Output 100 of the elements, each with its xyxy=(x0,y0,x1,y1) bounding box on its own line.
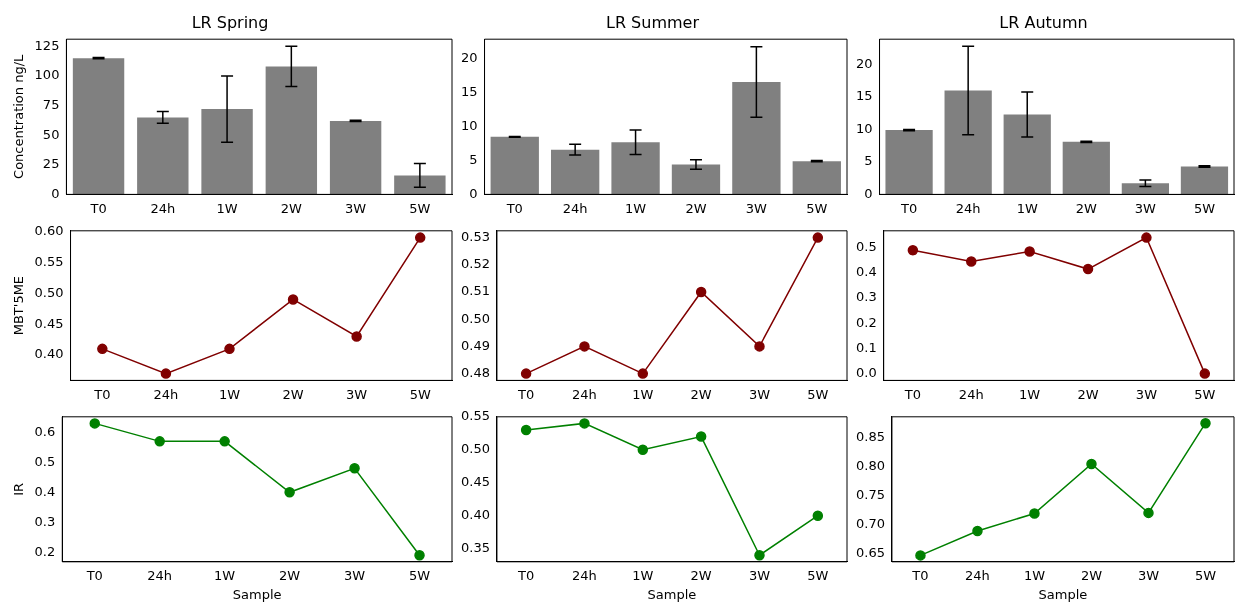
y-tick-label: 0.49 xyxy=(460,337,490,353)
y-tick-label: 0.6 xyxy=(34,423,56,439)
x-tick-label: T0 xyxy=(505,200,523,216)
point xyxy=(907,244,919,256)
point xyxy=(637,368,649,379)
y-tick-label: 125 xyxy=(34,37,60,53)
y-tick-label: 0.1 xyxy=(855,339,877,355)
point xyxy=(520,424,532,436)
x-tick-label: 5W xyxy=(409,200,431,216)
x-tick-label: T0 xyxy=(93,386,111,402)
point xyxy=(1143,507,1154,519)
y-tick-label: 0.5 xyxy=(855,239,877,255)
bar xyxy=(394,175,446,195)
point xyxy=(284,487,295,498)
y-tick-label: 0.0 xyxy=(855,364,877,380)
x-tick-label: 3W xyxy=(344,567,366,583)
bar xyxy=(490,136,539,195)
x-tick-label: 3W xyxy=(1135,386,1158,402)
x-tick-label: 1W xyxy=(218,386,241,402)
x-tick-label: 2W xyxy=(279,567,301,583)
x-tick-label: 2W xyxy=(1075,200,1098,216)
point xyxy=(287,294,299,305)
y-tick-label: 10 xyxy=(461,118,478,133)
y-tick-label: 0.75 xyxy=(855,486,885,502)
bar xyxy=(201,109,253,195)
x-tick-label: 1W xyxy=(1019,386,1041,402)
x-tick-label: 24h xyxy=(958,386,984,402)
x-tick-label: 5W xyxy=(807,567,829,583)
x-tick-label: 24h xyxy=(147,567,173,583)
x-tick-label: T0 xyxy=(517,386,535,402)
bar xyxy=(329,120,382,195)
y-tick-label: 0.4 xyxy=(855,264,877,280)
point xyxy=(695,431,707,442)
y-tick-label: 0.48 xyxy=(460,364,490,380)
y-tick-label: 0.65 xyxy=(855,545,885,561)
x-tick-label: 1W xyxy=(1023,567,1046,583)
bar xyxy=(611,142,660,195)
x-tick-label: 1W xyxy=(632,386,654,402)
y-tick-label: 0.51 xyxy=(460,283,490,299)
x-tick-label: 1W xyxy=(216,200,238,216)
y-tick-label: 5 xyxy=(469,151,478,167)
point xyxy=(812,232,824,243)
x-tick-label: 5W xyxy=(806,200,828,216)
x-tick-label: T0 xyxy=(89,200,107,216)
point xyxy=(812,510,824,521)
x-tick-label: 2W xyxy=(690,386,712,402)
bar xyxy=(671,164,721,195)
y-tick-label: 25 xyxy=(42,156,60,172)
x-axis-title: Sample xyxy=(1038,586,1088,602)
bar xyxy=(885,130,933,195)
y-axis-title: IR xyxy=(11,482,27,496)
x-tick-label: 5W xyxy=(1194,386,1216,402)
bar xyxy=(1121,183,1170,195)
x-tick-label: 1W xyxy=(625,200,647,216)
y-tick-label: 15 xyxy=(856,88,873,104)
y-tick-label: 5 xyxy=(864,153,873,169)
y-tick-label: 0.50 xyxy=(460,310,490,326)
point xyxy=(414,232,426,243)
y-axis-title: Concentration ng/L xyxy=(11,53,27,179)
y-tick-label: 0 xyxy=(51,185,60,201)
point xyxy=(1024,246,1035,257)
x-tick-label: 2W xyxy=(280,200,303,216)
y-tick-label: 20 xyxy=(856,55,873,71)
x-tick-label: 5W xyxy=(1193,200,1216,216)
point xyxy=(966,256,977,267)
x-tick-label: 24h xyxy=(153,386,179,402)
y-tick-label: 75 xyxy=(42,96,60,112)
point xyxy=(1086,458,1097,470)
x-tick-label: 5W xyxy=(807,386,829,402)
bar xyxy=(1003,114,1051,195)
point xyxy=(414,549,425,561)
x-tick-label: 1W xyxy=(632,567,654,583)
x-tick-label: 2W xyxy=(690,567,712,583)
y-tick-label: 0.2 xyxy=(34,543,56,559)
x-tick-label: 3W xyxy=(1137,567,1160,583)
bar xyxy=(1180,166,1229,195)
y-tick-label: 100 xyxy=(34,67,60,83)
chart-title: LR Autumn xyxy=(999,12,1088,32)
y-tick-label: 0 xyxy=(864,185,873,201)
x-tick-label: 24h xyxy=(572,386,597,402)
point xyxy=(154,436,165,447)
x-tick-label: 24h xyxy=(150,200,176,216)
bar xyxy=(792,161,841,195)
x-axis-title: Sample xyxy=(232,586,282,602)
point xyxy=(160,368,172,379)
y-tick-label: 0.3 xyxy=(855,289,877,305)
y-tick-label: 0.50 xyxy=(34,284,64,300)
y-tick-label: 0.2 xyxy=(855,314,877,330)
y-tick-label: 0.53 xyxy=(460,228,490,244)
chart-title: LR Spring xyxy=(191,12,269,32)
y-tick-label: 0.40 xyxy=(460,507,490,523)
y-tick-label: 0.60 xyxy=(34,222,64,238)
point xyxy=(219,436,230,447)
y-tick-label: 0.35 xyxy=(460,539,490,555)
point xyxy=(637,444,649,456)
chart-title: LR Summer xyxy=(605,12,700,32)
x-tick-label: T0 xyxy=(911,567,929,583)
y-tick-label: 0.55 xyxy=(460,408,490,424)
x-tick-label: 3W xyxy=(748,386,771,402)
x-tick-label: T0 xyxy=(85,567,103,583)
